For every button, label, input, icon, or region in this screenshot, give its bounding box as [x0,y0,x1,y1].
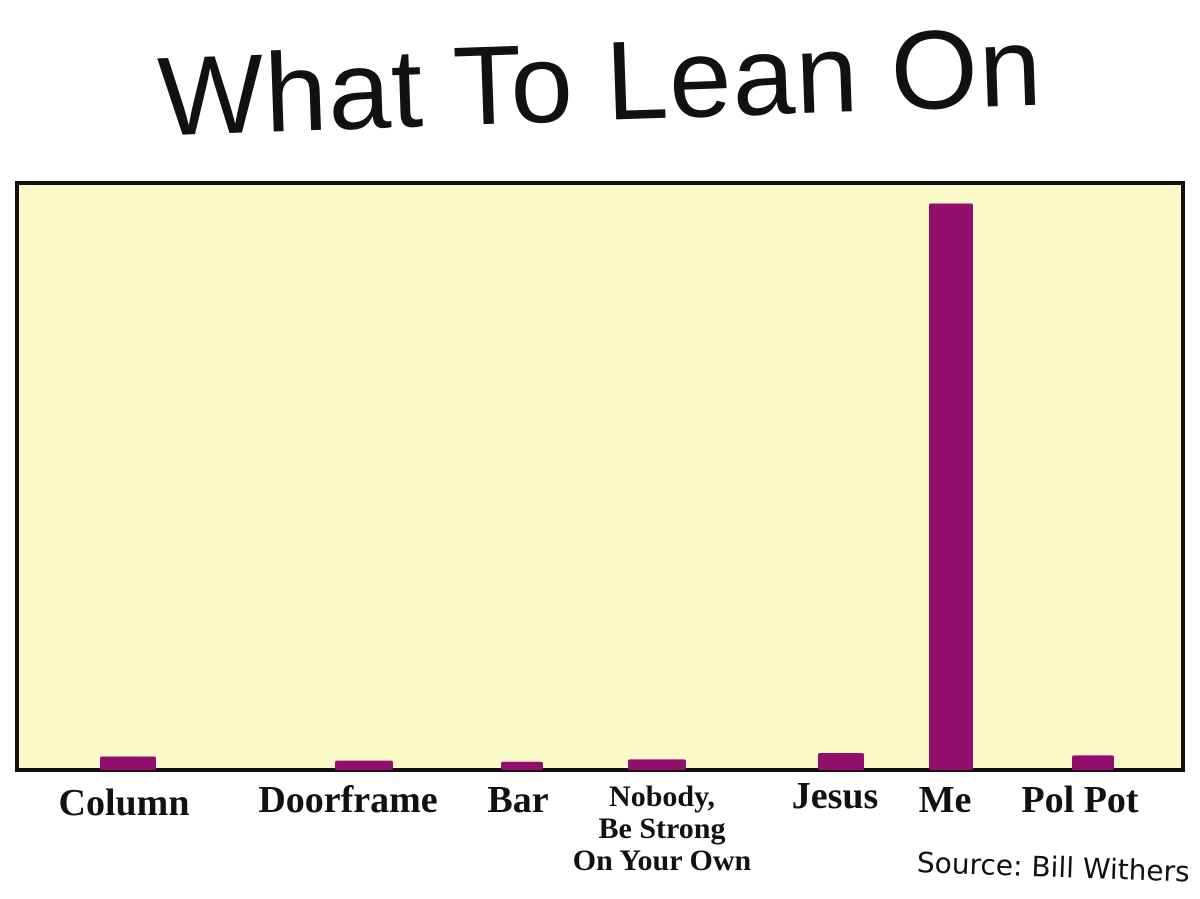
category-label-column: Column [59,782,190,824]
bar-nobody-be-strong-on-your-own [628,759,686,770]
bar-bar [501,761,543,770]
category-label-doorframe: Doorframe [258,779,437,821]
category-label-pol-pot: Pol Pot [1021,779,1138,821]
category-label-bar: Bar [487,779,548,821]
bar-jesus [818,752,864,770]
category-label-me: Me [919,779,972,821]
category-label-jesus: Jesus [792,775,879,817]
plot-area [15,181,1185,772]
bar-doorframe [335,760,393,770]
bar-pol-pot [1072,755,1114,770]
bar-column [100,756,156,770]
category-label-nobody-be-strong-on-your-own: Nobody, Be Strong On Your Own [573,780,752,877]
bars-group [100,203,1114,771]
bar-me [929,203,973,771]
category-labels: Column Doorframe Bar Nobody, Be Strong On You… [59,775,1139,877]
